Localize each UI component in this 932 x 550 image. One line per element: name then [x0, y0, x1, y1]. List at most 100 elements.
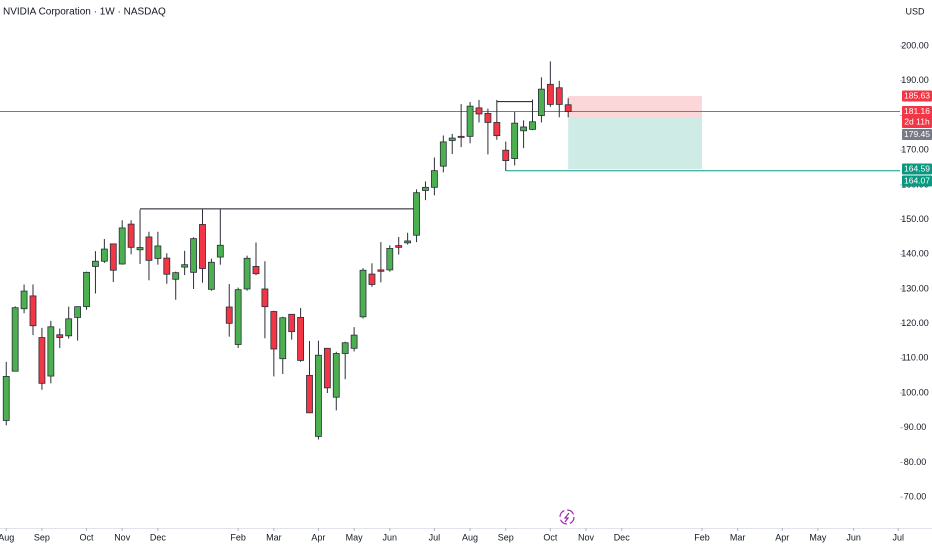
candle-body — [261, 288, 269, 308]
candle-body — [136, 247, 144, 251]
candle-body — [92, 260, 99, 267]
candle-body — [430, 170, 438, 188]
candle-body — [377, 269, 385, 272]
candle-body — [127, 223, 135, 248]
candle-body — [493, 122, 501, 137]
candle-body — [181, 264, 189, 268]
candle-body — [11, 307, 19, 372]
price-label-text: 179.45 — [904, 129, 930, 139]
candle-body — [100, 248, 108, 262]
x-tick-label: Apr — [311, 532, 325, 542]
candle-body — [502, 149, 510, 162]
price-label-text: 164.07 — [904, 176, 930, 186]
candle-body — [448, 137, 456, 141]
candle-body — [529, 121, 536, 130]
candle-body — [118, 227, 126, 265]
candle-body — [288, 313, 296, 333]
candle-body — [56, 334, 64, 338]
y-tick-label: 150.00 — [901, 214, 929, 224]
x-tick-label: Dec — [150, 532, 167, 542]
x-tick-label: Dec — [614, 532, 631, 542]
candle-body — [297, 317, 304, 361]
countdown-text: 2d 11h — [904, 117, 930, 127]
price-label-bg — [902, 175, 932, 187]
x-tick-label: May — [809, 532, 827, 542]
candle-body — [306, 374, 313, 414]
x-tick-label: Feb — [230, 532, 246, 542]
x-tick-label: Jun — [846, 532, 861, 542]
candle-body — [216, 244, 224, 258]
candle-body — [207, 261, 215, 290]
price-label-bg — [902, 128, 932, 140]
candle-body — [564, 104, 572, 112]
candle-body — [520, 126, 527, 132]
y-tick-label: 200.00 — [901, 41, 929, 51]
candle-body — [546, 83, 554, 105]
candle-body — [83, 271, 90, 308]
stop-zone — [568, 95, 702, 118]
price-label-text: 185.63 — [904, 91, 930, 101]
candle-body — [359, 269, 367, 318]
candle-body — [225, 306, 233, 324]
x-tick-label: Feb — [694, 532, 710, 542]
price-label: 185.63 — [902, 90, 932, 102]
candle-body — [154, 245, 162, 259]
x-tick-label: Sep — [498, 532, 514, 542]
x-tick-label: Oct — [80, 532, 95, 542]
candle-body — [341, 342, 349, 354]
candle-body — [199, 224, 206, 269]
candle-body — [2, 375, 10, 421]
y-tick-label: 120.00 — [901, 318, 929, 328]
candle-body — [475, 107, 483, 115]
candle-body — [323, 347, 331, 389]
y-tick-label: 140.00 — [901, 249, 929, 259]
y-tick-label: 170.00 — [901, 145, 929, 155]
y-tick-label: 190.00 — [901, 75, 929, 85]
y-tick-label: 100.00 — [901, 387, 929, 397]
x-tick-label: Aug — [0, 532, 14, 542]
price-label-bg — [902, 90, 932, 102]
candle-body — [145, 236, 153, 261]
x-tick-label: Jun — [383, 532, 398, 542]
candle-body — [422, 186, 429, 191]
candle-body — [350, 334, 358, 349]
candle-body — [555, 87, 563, 105]
candle-body — [65, 318, 73, 337]
candle-body — [457, 135, 465, 138]
chart-title: NVIDIA Corporation · 1W · NASDAQ — [3, 7, 166, 18]
x-tick-label: Mar — [266, 532, 282, 542]
candle-body — [439, 141, 447, 167]
x-tick-label: Nov — [114, 532, 131, 542]
price-label-bg — [902, 163, 932, 175]
x-tick-label: Oct — [543, 532, 558, 542]
x-tick-label: Sep — [34, 532, 50, 542]
candle-body — [386, 247, 394, 271]
candle-body — [368, 273, 376, 285]
candle-body — [74, 306, 82, 318]
y-tick-label: 80.00 — [904, 457, 927, 467]
target-zone — [568, 117, 702, 169]
candle-body — [279, 317, 287, 360]
candle-body — [484, 113, 492, 123]
x-tick-label: May — [346, 532, 364, 542]
candle-body — [172, 272, 180, 280]
candle-body — [315, 354, 322, 437]
x-tick-label: Nov — [578, 532, 595, 542]
y-tick-label: 90.00 — [904, 422, 927, 432]
candle-body — [252, 266, 260, 275]
candle-body — [163, 257, 171, 275]
candle-body — [395, 245, 403, 248]
price-label: 164.07 — [902, 175, 932, 187]
logo — [559, 509, 575, 525]
candle-body — [404, 240, 412, 244]
x-tick-label: Aug — [462, 532, 478, 542]
candle-body — [109, 243, 117, 271]
price-label: 164.59 — [902, 163, 932, 175]
candle-body — [234, 289, 242, 345]
x-tick-label: Apr — [775, 532, 789, 542]
price-label: 179.45 — [902, 128, 932, 140]
candle-body — [332, 353, 340, 398]
x-tick-label: Jul — [429, 532, 441, 542]
